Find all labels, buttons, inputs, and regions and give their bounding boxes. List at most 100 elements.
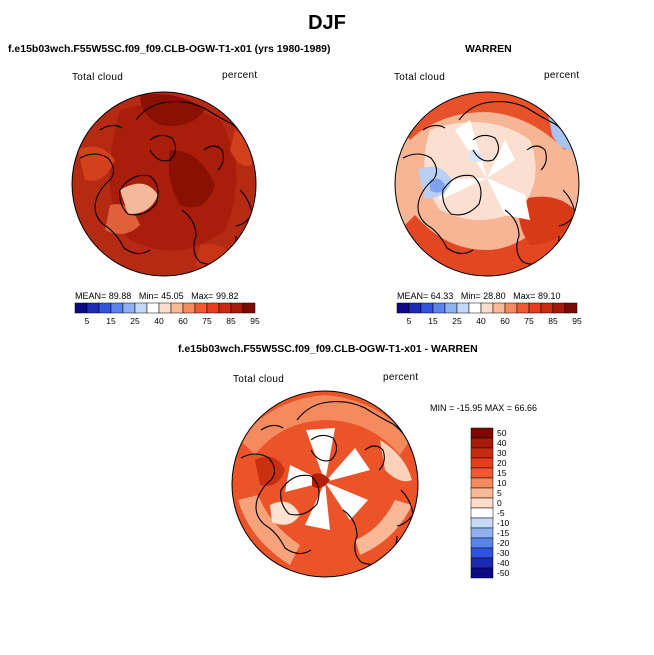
- panel1-colorbar-tick-label: 95: [250, 316, 260, 326]
- panel2-colorbar-swatch: [552, 302, 566, 314]
- panel3-colorbar-swatch: [470, 477, 494, 489]
- panel3-colorbar-swatch: [470, 537, 494, 549]
- panel1-colorbar-swatch: [158, 302, 172, 314]
- panel1-map: [71, 91, 257, 277]
- panel1-colorbar-tick-label: 5: [85, 316, 90, 326]
- panel1-field-darkest-center: [168, 150, 215, 208]
- panel1-colorbar-tick-label: 85: [226, 316, 236, 326]
- panel2-colorbar-swatch: [540, 302, 554, 314]
- panel1-max-value: 99.82: [215, 291, 239, 301]
- panel1-map-border: [71, 91, 257, 277]
- panel3-colorbar-swatch: [470, 557, 494, 569]
- panel2-field-dark-se: [518, 196, 575, 245]
- panel2-colorbar-tick-label: 40: [476, 316, 486, 326]
- panel3-colorbar-tick-label: -15: [497, 528, 510, 538]
- panel1-mean-label: MEAN=: [75, 291, 107, 301]
- panel1-variable-label: Total cloud: [72, 72, 124, 83]
- panel3-colorbar-swatch: [470, 567, 494, 579]
- panel2-min-value: 28.80: [483, 291, 506, 301]
- panel2-map-border: [394, 91, 580, 277]
- panel1-colorbar-tick-label: 40: [154, 316, 164, 326]
- panel1-colorbar-swatch: [194, 302, 208, 314]
- panel2-colorbar-tick-label: 15: [428, 316, 438, 326]
- panel1-colorbar: 5 15 25 40 60 75 85 95: [74, 302, 260, 326]
- panel1-colorbar-swatch: [218, 302, 232, 314]
- panel2-colorbar-swatch: [480, 302, 494, 314]
- panel1-colorbar-swatch: [170, 302, 184, 314]
- panel3-colorbar-tick-label: -50: [497, 568, 510, 578]
- panel2-colorbar-swatch: [456, 302, 470, 314]
- panel1-stats: MEAN= 89.88 Min= 45.05 Max= 99.82: [75, 291, 238, 301]
- panel2-colorbar-swatch: [444, 302, 458, 314]
- panel2-stats: MEAN= 64.33 Min= 28.80 Max= 89.10: [397, 291, 560, 301]
- panel3-colorbar-tick-label: -5: [497, 508, 505, 518]
- panel3-colorbar-tick-label: 20: [497, 458, 507, 468]
- panel3-units-label: percent: [383, 372, 419, 383]
- panel2-units-label: percent: [544, 70, 580, 81]
- panel2-colorbar-swatch: [516, 302, 530, 314]
- panel1-colorbar-swatch: [206, 302, 220, 314]
- panel2-colorbar-tick-label: 25: [452, 316, 462, 326]
- panel3-colorbar-swatch: [470, 517, 494, 529]
- panel2-max-value: 89.10: [537, 291, 561, 301]
- panel1-field-light-east: [230, 130, 252, 166]
- panel3-colorbar-tick-label: 10: [497, 478, 507, 488]
- panel1-colorbar-swatch: [122, 302, 136, 314]
- panel2-field-blue-dark: [430, 178, 446, 193]
- panel1-colorbar-tick-label: 15: [106, 316, 116, 326]
- panel1-colorbar-swatch: [242, 302, 256, 314]
- panel3-field-dark-pole: [312, 473, 330, 488]
- panel3-colorbar-tick-label: -40: [497, 558, 510, 568]
- panel1-field-lightest-greenland: [120, 183, 158, 215]
- panel1-colorbar-swatch: [110, 302, 124, 314]
- figure-title: DJF: [308, 12, 346, 34]
- panel1-colorbar-swatch: [182, 302, 196, 314]
- panel3-colorbar-swatch: [470, 457, 494, 469]
- panel3-missing-wedge-ne: [325, 448, 370, 482]
- panel1-colorbar-swatch: [230, 302, 244, 314]
- panel2-mean-value: 64.33: [430, 291, 454, 301]
- panel3-missing-wedge-se: [325, 482, 368, 520]
- panel3-colorbar-tick-label: 5: [497, 488, 502, 498]
- panel3-coastlines: [240, 401, 414, 565]
- panel2-min-label: Min=: [460, 291, 481, 301]
- panel3-map: [231, 390, 419, 578]
- panel3-colorbar-swatch: [470, 527, 494, 539]
- panel3-map-border: [231, 390, 419, 578]
- panel3-colorbar-tick-label: -30: [497, 548, 510, 558]
- panel2-colorbar: 5 15 25 40 60 75 85 95: [396, 302, 582, 326]
- panel2-missing-wedge-se: [487, 178, 530, 220]
- panel3-colorbar-swatch: [470, 487, 494, 499]
- panel1-colorbar-swatch: [134, 302, 148, 314]
- panel2-colorbar-swatch: [408, 302, 422, 314]
- panel3-colorbar-tick-label: -20: [497, 538, 510, 548]
- panel2-colorbar-swatch: [468, 302, 482, 314]
- panel3-colorbar-tick-label: -10: [497, 518, 510, 528]
- panel1-max-label: Max=: [191, 291, 214, 301]
- panel3-field-pale-east: [380, 440, 412, 482]
- panel2-colorbar-swatch: [564, 302, 578, 314]
- panel2-variable-label: Total cloud: [394, 72, 446, 83]
- panel1-colorbar-swatch: [74, 302, 88, 314]
- panel1-subtitle: f.e15b03wch.F55W5SC.f09_f09.CLB-OGW-T1-x…: [8, 43, 331, 55]
- panel1-colorbar-tick-label: 75: [202, 316, 212, 326]
- panel3-colorbar-tick-label: 50: [497, 428, 507, 438]
- panel2-colorbar-tick-label: 5: [407, 316, 412, 326]
- panel3-colorbar-swatch: [470, 427, 494, 439]
- panel1-colorbar-swatch: [146, 302, 160, 314]
- panel3-missing-wedge-s: [305, 482, 330, 530]
- panel2-colorbar-swatch: [504, 302, 518, 314]
- panel1-min-value: 45.05: [161, 291, 184, 301]
- panel3-colorbar-swatch: [470, 437, 494, 449]
- panel2-colorbar-swatch: [492, 302, 506, 314]
- panel1-units-label: percent: [222, 70, 258, 81]
- panel3-missing-wedge-n: [306, 428, 335, 482]
- panel1-mean-value: 89.88: [108, 291, 132, 301]
- panel2-colorbar-tick-label: 95: [572, 316, 582, 326]
- panel1-colorbar-tick-label: 60: [178, 316, 188, 326]
- panel3-colorbar-swatch: [470, 497, 494, 509]
- panel3-field-pale-greenland: [270, 501, 300, 525]
- panel2-map: [394, 91, 580, 277]
